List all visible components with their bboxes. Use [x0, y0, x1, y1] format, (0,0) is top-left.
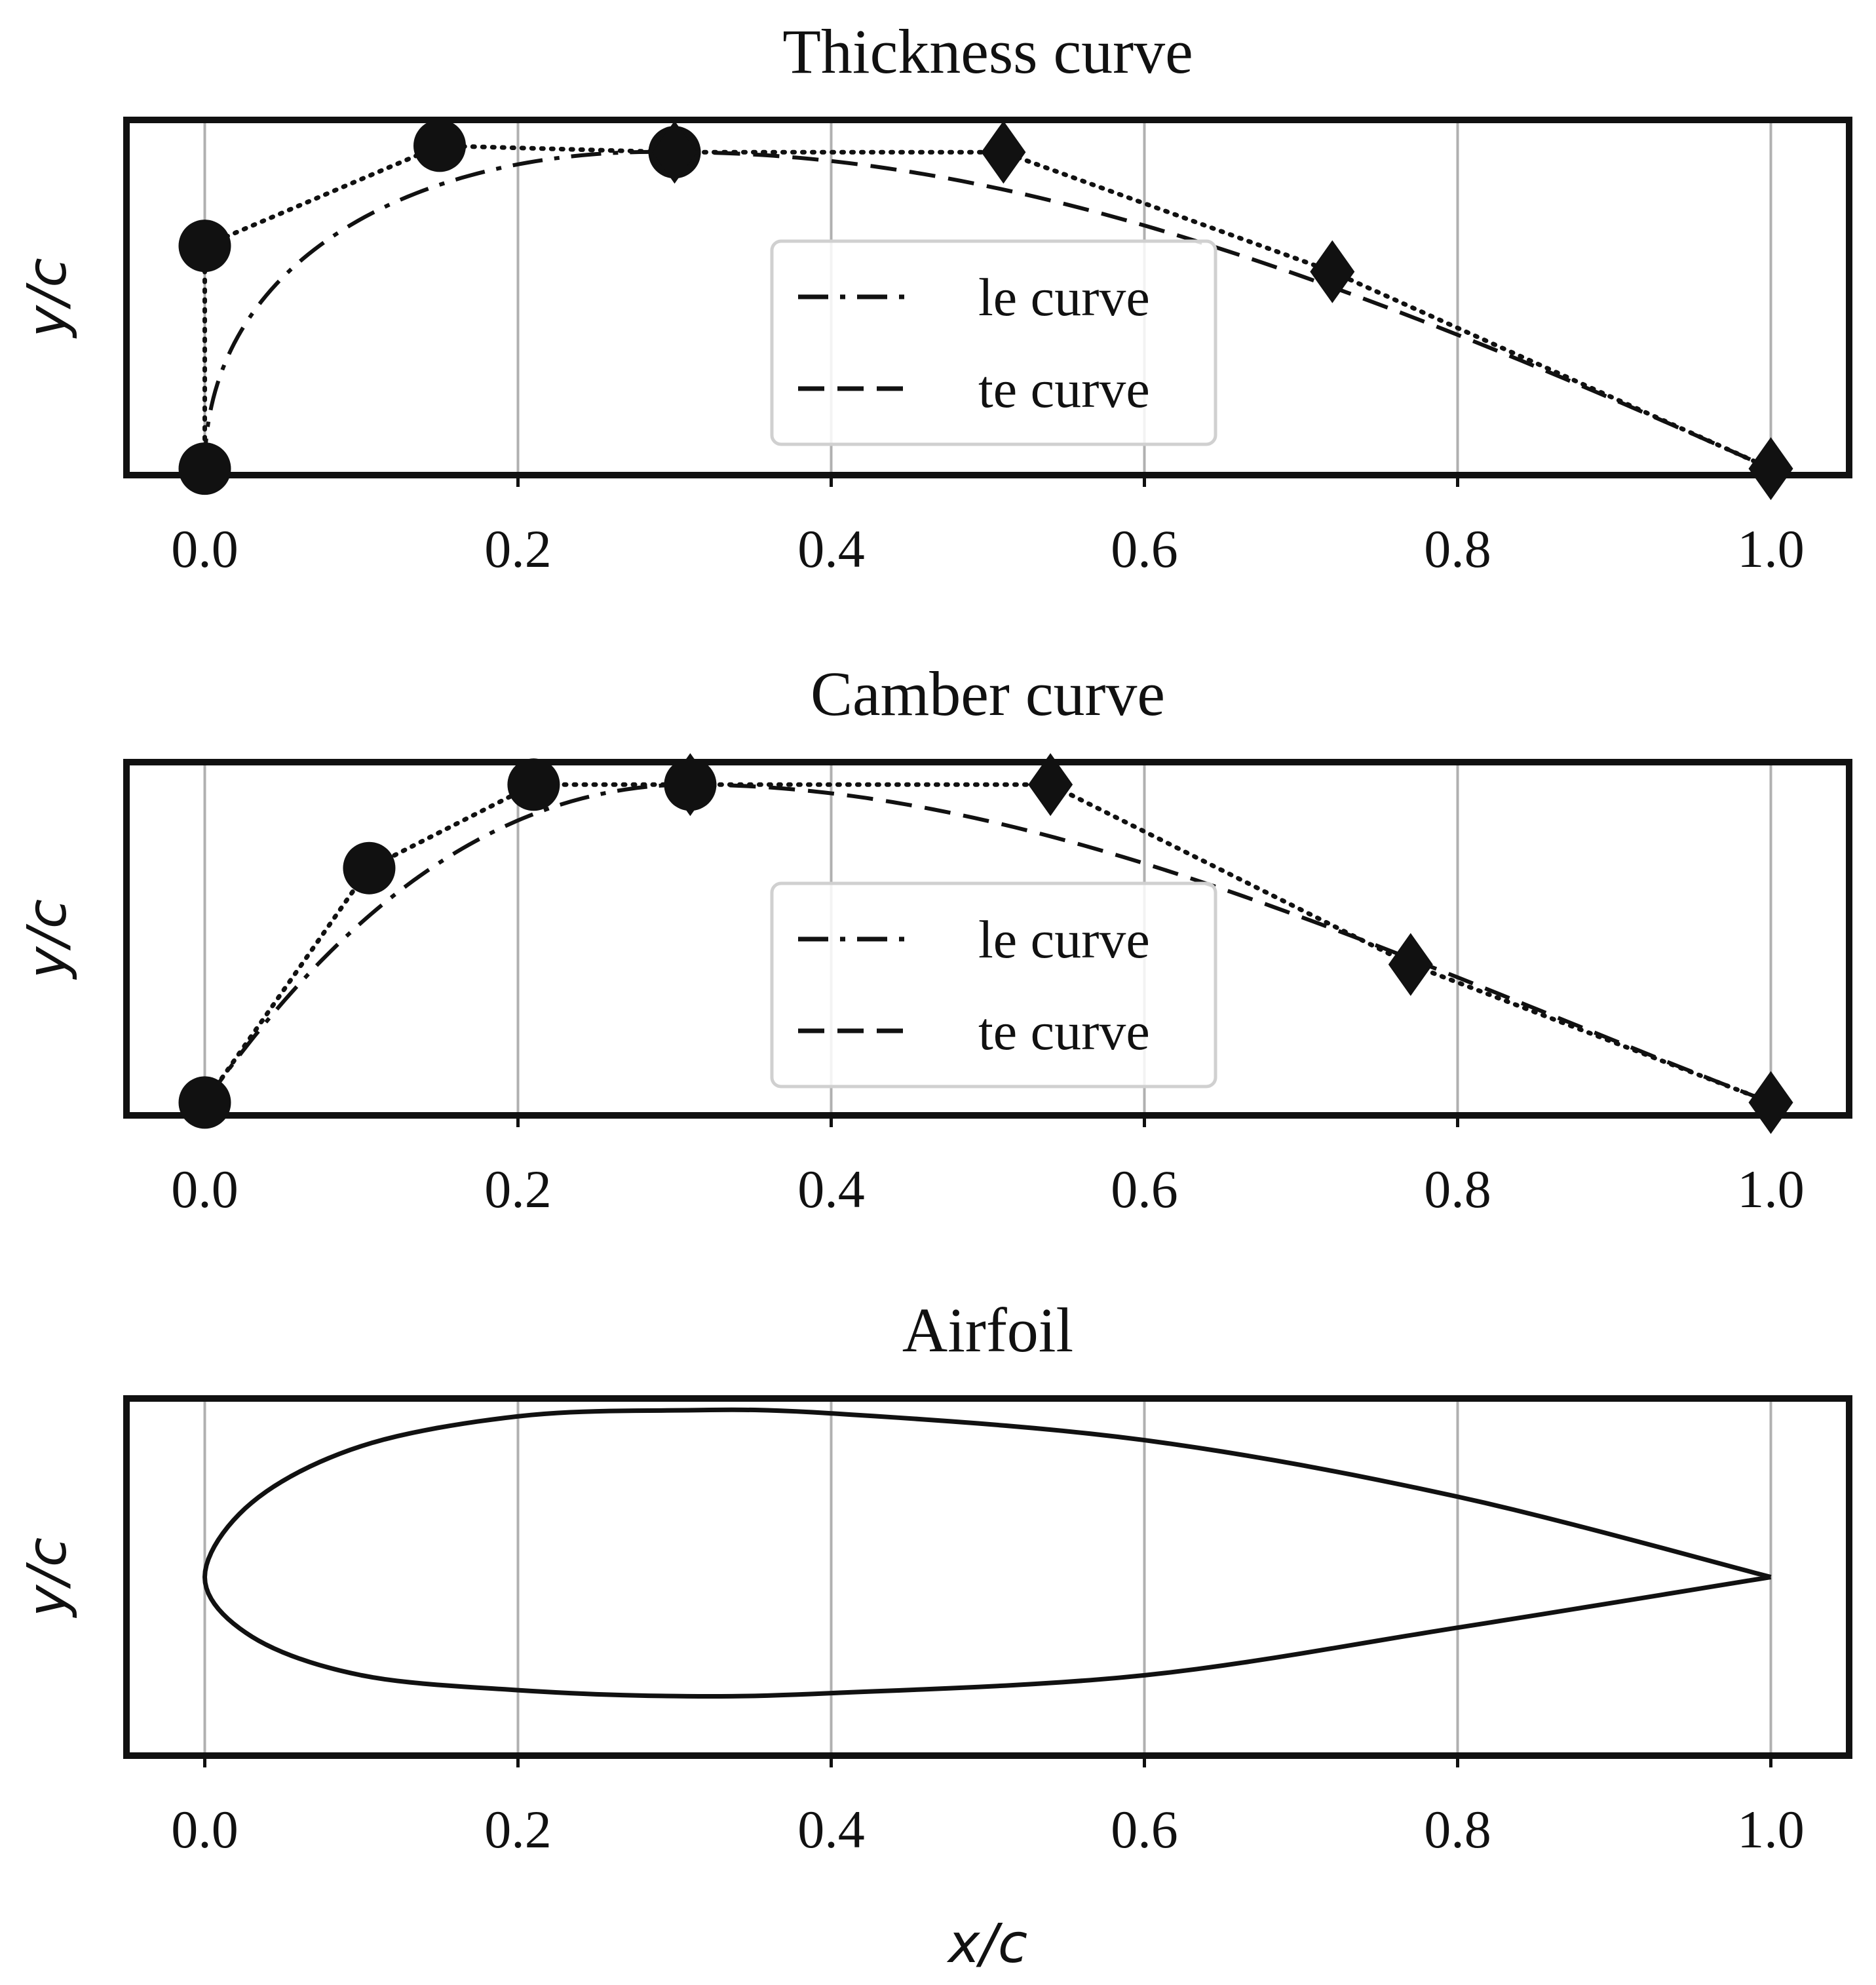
chart-panel-2: Camber curve 0.0 0.2 0.4 0.6 0.8 1.0 y/c le curv…: [16, 659, 1852, 1219]
legend-label: te curve: [978, 1001, 1150, 1061]
series-airfoil-outline: [202, 1407, 1772, 1699]
control-polygon: [202, 782, 693, 1105]
x-tick-label: 0.8: [1424, 1800, 1491, 1859]
x-tick-label: 1.0: [1737, 519, 1805, 579]
curve-line: [202, 149, 675, 469]
control-point-diamond: [668, 753, 713, 817]
x-tick-label: 0.4: [797, 1800, 865, 1859]
legend-box: [770, 881, 1217, 1089]
y-axis-label: y/c: [16, 899, 79, 980]
chart-title: Camber curve: [811, 659, 1165, 729]
x-tick-label: 0.4: [797, 519, 865, 579]
series-le-curve: [178, 758, 717, 1129]
control-point-diamond: [981, 121, 1026, 184]
legend: le curve te curve: [770, 881, 1217, 1089]
control-polygon: [672, 149, 1773, 471]
series-te-curve: [652, 121, 1793, 501]
control-point-diamond: [1748, 1071, 1793, 1134]
x-tick-label: 0.2: [484, 1800, 552, 1859]
legend-label: le curve: [978, 267, 1150, 327]
chart-panel-1: Thickness curve 0.0 0.2 0.4 0.6 0.8 1.0 y/c le c…: [16, 16, 1852, 579]
x-tick-label: 0.6: [1111, 519, 1178, 579]
control-point-circle: [178, 220, 231, 273]
chart-panel-3: Airfoil 0.0 0.2 0.4 0.6 0.8 1.0 y/c x/c: [16, 1295, 1852, 1975]
curve-line: [674, 150, 1772, 471]
x-tick-label: 0.2: [484, 1159, 552, 1219]
legend-box: [770, 239, 1217, 446]
x-tick-label: 0.8: [1424, 1159, 1491, 1219]
control-point-diamond: [1748, 437, 1793, 501]
control-point-circle: [343, 841, 396, 895]
control-point-diamond: [1310, 240, 1355, 303]
x-tick-label: 0.4: [797, 1159, 865, 1219]
legend-label: le curve: [978, 910, 1150, 969]
control-point-diamond: [1028, 753, 1073, 817]
plot-frame: [123, 1395, 1852, 1759]
chart-title: Thickness curve: [782, 16, 1193, 87]
x-tick-label: 0.6: [1111, 1159, 1178, 1219]
x-tick-label: 0.2: [484, 519, 552, 579]
control-polygon: [687, 782, 1773, 1105]
x-tick-label: 0.0: [171, 1800, 239, 1859]
x-tick-label: 0.0: [171, 1159, 239, 1219]
control-point-circle: [178, 442, 231, 495]
plot-frame: [123, 759, 1852, 1119]
x-tick-label: 0.6: [1111, 1800, 1178, 1859]
chart-title: Airfoil: [902, 1295, 1073, 1365]
y-axis-label: y/c: [16, 258, 79, 339]
curve-line: [203, 782, 691, 1104]
x-tick-label: 0.8: [1424, 519, 1491, 579]
x-tick-label: 1.0: [1737, 1800, 1805, 1859]
series-le-curve: [178, 119, 701, 495]
control-point-circle: [413, 119, 466, 172]
legend-label: te curve: [978, 359, 1150, 419]
control-point-circle: [507, 758, 560, 811]
plot-frame: [123, 117, 1852, 478]
y-axis-label: y/c: [16, 1537, 79, 1619]
legend: le curve te curve: [770, 239, 1217, 446]
control-point-diamond: [652, 121, 697, 184]
control-point-diamond: [1388, 933, 1433, 996]
airfoil-outline: [202, 1407, 1772, 1699]
x-tick-label: 0.0: [171, 519, 239, 579]
curve-line: [690, 782, 1772, 1105]
control-polygon: [202, 143, 677, 471]
x-tick-label: 1.0: [1737, 1159, 1805, 1219]
x-axis-label: x/c: [946, 1913, 1027, 1975]
control-point-circle: [178, 1076, 231, 1129]
